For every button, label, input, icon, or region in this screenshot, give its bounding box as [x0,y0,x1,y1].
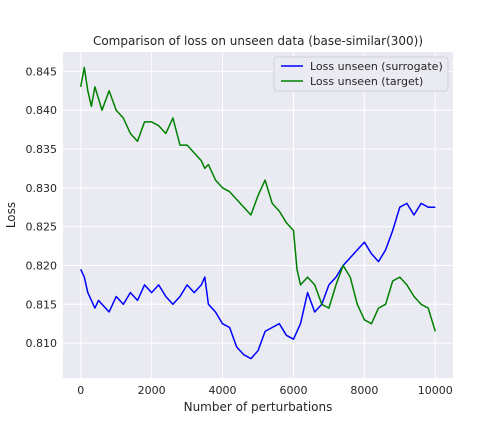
x-tick-label: 4000 [209,384,237,397]
y-tick-label: 0.830 [26,182,58,195]
y-axis-label: Loss [4,202,18,228]
x-tick-label: 2000 [138,384,166,397]
y-tick-label: 0.840 [26,104,58,117]
x-tick-label: 6000 [279,384,307,397]
y-tick-label: 0.845 [26,65,58,78]
x-tick-label: 10000 [418,384,453,397]
x-tick-label: 0 [77,384,84,397]
y-tick-label: 0.815 [26,298,58,311]
y-tick-label: 0.835 [26,143,58,156]
legend-label-surrogate: Loss unseen (surrogate) [310,60,443,73]
x-tick-labels: 0 2000 4000 6000 8000 10000 [77,384,453,397]
plot-background [63,52,453,378]
y-tick-label: 0.820 [26,259,58,272]
x-axis-label: Number of perturbations [184,400,333,414]
y-tick-label: 0.825 [26,221,58,234]
legend-label-target: Loss unseen (target) [310,75,423,88]
x-tick-label: 8000 [350,384,378,397]
y-tick-labels: 0.810 0.815 0.820 0.825 0.830 0.835 0.840 0.845 [26,65,58,350]
y-tick-label: 0.810 [26,337,58,350]
chart-title: Comparison of loss on unseen data (base-… [93,34,423,48]
legend: Loss unseen (surrogate) Loss unseen (tar… [274,57,448,91]
